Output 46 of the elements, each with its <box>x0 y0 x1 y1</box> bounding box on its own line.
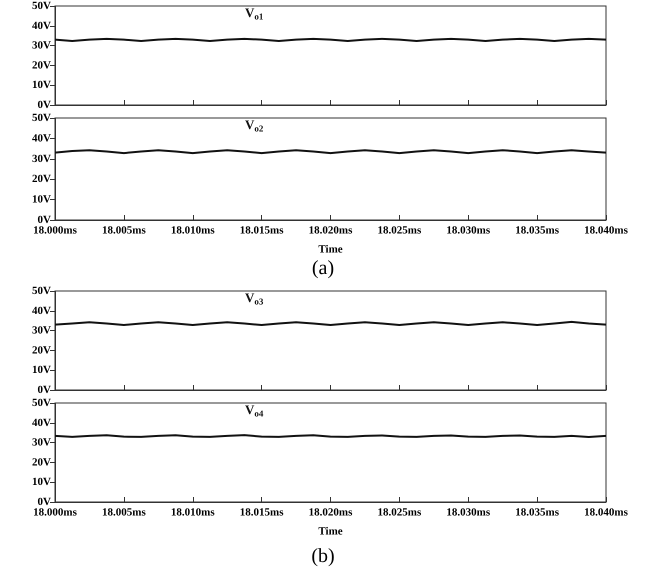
x-tick-label: 18.010ms <box>170 506 216 518</box>
y-tick-label: 10V <box>32 476 52 488</box>
y-tick-label: 40V <box>32 416 52 429</box>
y-tick-label: 20V <box>32 59 52 72</box>
y-tick-label: 20V <box>32 344 52 356</box>
x-tick-label: 18.020ms <box>308 224 354 236</box>
y-tick-label: 40V <box>32 304 52 317</box>
y-tick-label: 30V <box>32 40 52 52</box>
y-tick-label: 50V <box>32 397 52 409</box>
text: (a) <box>312 257 334 279</box>
y-tick-label: 0V <box>38 384 52 396</box>
y-tick-label: 30V <box>32 324 52 337</box>
y-tick-label: 0V <box>38 496 52 508</box>
y-tick-label: 20V <box>32 173 52 186</box>
x-tick-label: 18.035ms <box>515 506 560 518</box>
x-tick-label: 18.025ms <box>378 506 422 518</box>
y-tick-label: 30V <box>32 152 52 165</box>
y-tick-label: 50V <box>32 285 52 297</box>
y-tick-label: 0V <box>38 99 52 111</box>
y-tick-label: 10V <box>32 364 52 376</box>
x-tick-label: 18.015ms <box>240 224 284 236</box>
x-tick-label: 18.005ms <box>102 224 146 236</box>
y-tick-label: 30V <box>32 436 52 449</box>
x-axis-title: Time <box>318 244 343 256</box>
x-tick-label: 18.015ms <box>240 506 284 518</box>
x-tick-label: 18.040ms <box>584 224 629 236</box>
y-tick-label: 0V <box>38 214 52 226</box>
x-tick-label: 18.005ms <box>102 506 146 518</box>
y-tick-label: 40V <box>32 132 52 144</box>
x-axis-title: Time <box>318 526 343 538</box>
y-tick-label: 40V <box>32 20 52 32</box>
x-tick-label: 18.000ms <box>33 224 78 236</box>
x-tick-label: 18.030ms <box>446 224 491 236</box>
y-tick-label: 50V <box>32 112 52 124</box>
x-tick-label: 18.025ms <box>378 224 422 236</box>
x-tick-label: 18.035ms <box>515 224 560 236</box>
text: (b) <box>311 545 335 567</box>
x-tick-label: 18.030ms <box>446 506 491 518</box>
x-tick-label: 18.000ms <box>33 506 78 518</box>
x-tick-label: 18.010ms <box>170 224 216 236</box>
y-tick-label: 20V <box>32 456 52 468</box>
y-tick-label: 10V <box>32 194 52 206</box>
y-tick-label: 10V <box>32 79 52 92</box>
y-tick-label: 50V <box>32 0 52 12</box>
x-tick-label: 18.040ms <box>584 506 629 518</box>
x-tick-label: 18.020ms <box>308 506 354 518</box>
